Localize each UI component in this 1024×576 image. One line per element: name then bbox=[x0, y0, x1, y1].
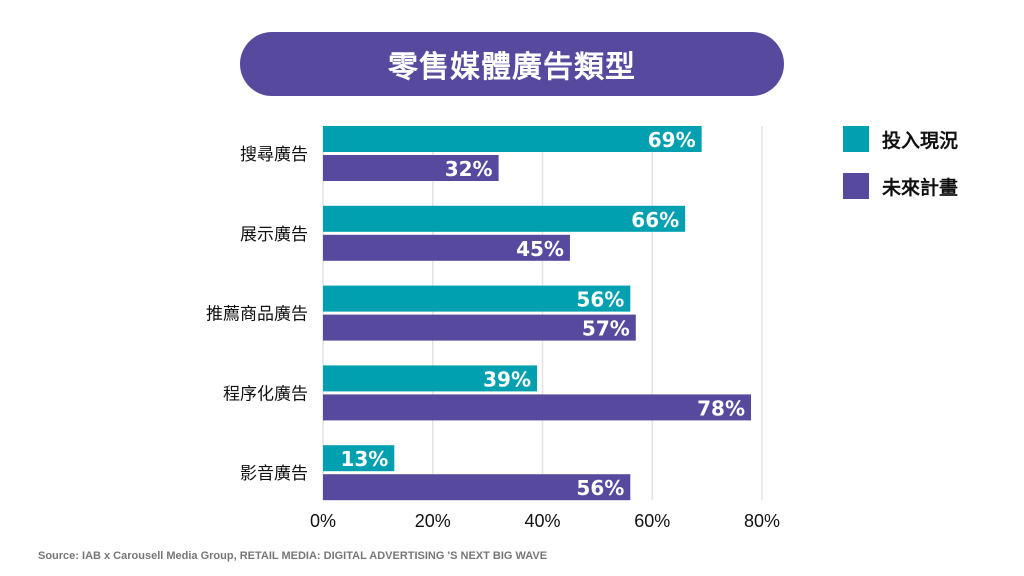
data-label: 56% bbox=[576, 288, 624, 312]
bar-current bbox=[323, 205, 686, 232]
category-label: 影音廣告 bbox=[240, 464, 308, 484]
bar-future bbox=[323, 155, 499, 181]
bar-current bbox=[323, 365, 538, 392]
chart-title: 零售媒體廣告類型 bbox=[240, 32, 784, 96]
x-tick-label: 80% bbox=[744, 511, 780, 531]
legend-label: 未來計畫 bbox=[881, 176, 958, 199]
category-label: 程序化廣告 bbox=[223, 384, 308, 404]
data-label: 45% bbox=[516, 237, 564, 261]
source-note: Source: IAB x Carousell Media Group, RET… bbox=[38, 550, 548, 562]
bar-future bbox=[323, 234, 570, 261]
x-tick-label: 60% bbox=[634, 511, 670, 531]
data-label: 78% bbox=[697, 396, 745, 420]
data-label: 66% bbox=[631, 208, 679, 232]
bar-future bbox=[323, 314, 636, 341]
data-label: 13% bbox=[340, 447, 388, 471]
bar-current bbox=[323, 126, 702, 152]
legend-swatch bbox=[843, 173, 869, 199]
bar-current bbox=[323, 285, 631, 312]
bar-future bbox=[323, 394, 752, 421]
legend-label: 投入現況 bbox=[882, 129, 958, 152]
data-label: 56% bbox=[576, 476, 624, 500]
bar-future bbox=[323, 474, 631, 501]
data-label: 57% bbox=[582, 317, 630, 341]
category-label: 展示廣告 bbox=[240, 225, 308, 245]
legend-swatch bbox=[843, 126, 869, 152]
x-tick-label: 0% bbox=[310, 511, 336, 531]
category-label: 推薦商品廣告 bbox=[206, 305, 308, 325]
x-tick-label: 40% bbox=[524, 511, 560, 531]
data-label: 39% bbox=[483, 367, 531, 391]
data-label: 32% bbox=[445, 157, 493, 181]
category-label: 搜尋廣告 bbox=[240, 145, 308, 165]
data-label: 69% bbox=[648, 128, 696, 152]
x-tick-label: 20% bbox=[415, 511, 451, 531]
bar-current bbox=[323, 445, 395, 472]
